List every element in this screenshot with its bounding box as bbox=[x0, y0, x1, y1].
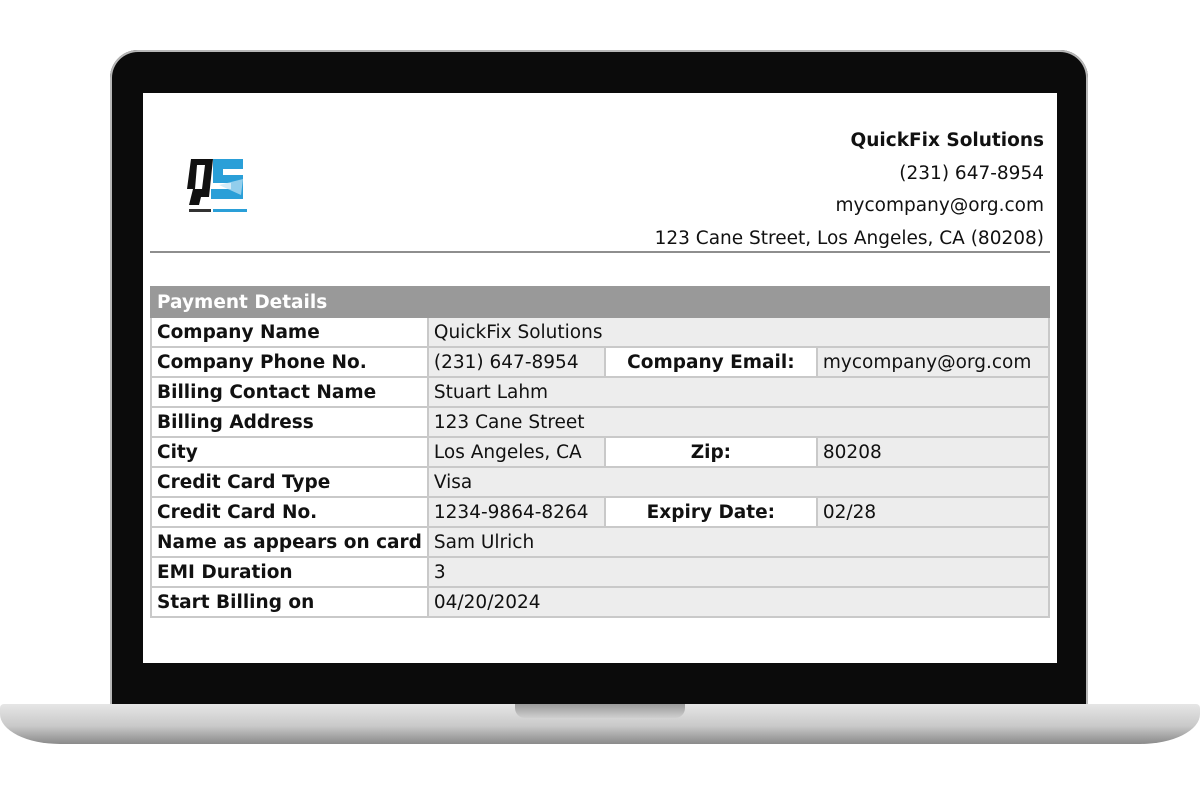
row-label: Billing Contact Name bbox=[150, 376, 429, 408]
row-value: (231) 647-8954 bbox=[426, 346, 606, 378]
row-label: Billing Address bbox=[150, 406, 429, 438]
header-divider bbox=[150, 251, 1050, 253]
row-label: Company Phone No. bbox=[150, 346, 429, 378]
row-value: 3 bbox=[426, 556, 1051, 588]
table-row: Name as appears on card Sam Ulrich bbox=[150, 526, 1051, 558]
company-email: mycompany@org.com bbox=[835, 195, 1044, 216]
row-label: Company Name bbox=[150, 316, 429, 348]
row-label: City bbox=[150, 436, 429, 468]
laptop-screen: QuickFix Solutions (231) 647-8954 mycomp… bbox=[143, 93, 1057, 663]
row-value: 1234-9864-8264 bbox=[426, 496, 606, 528]
row-value: Visa bbox=[426, 466, 1051, 498]
table-title: Payment Details bbox=[150, 286, 1050, 318]
table-header-row: Payment Details bbox=[150, 286, 1050, 318]
laptop-notch bbox=[515, 704, 685, 718]
company-phone: (231) 647-8954 bbox=[899, 162, 1044, 184]
table-row: EMI Duration 3 bbox=[150, 556, 1051, 588]
table-row: Credit Card Type Visa bbox=[150, 466, 1051, 498]
payment-details-table: Payment Details Company Name QuickFix Sol… bbox=[150, 286, 1051, 618]
table-row: Start Billing on 04/20/2024 bbox=[150, 586, 1051, 618]
row-value: Los Angeles, CA bbox=[426, 436, 606, 468]
row-value: 04/20/2024 bbox=[426, 586, 1051, 618]
company-name: QuickFix Solutions bbox=[850, 130, 1044, 151]
row-value: 123 Cane Street bbox=[426, 406, 1051, 438]
table-row: Billing Address 123 Cane Street bbox=[150, 406, 1051, 438]
row-label-secondary: Company Email: bbox=[603, 346, 818, 378]
row-label: EMI Duration bbox=[150, 556, 429, 588]
row-label-secondary: Expiry Date: bbox=[603, 496, 818, 528]
table-row: Company Phone No. (231) 647-8954 Company E… bbox=[150, 346, 1051, 378]
row-label: Start Billing on bbox=[150, 586, 429, 618]
row-value: QuickFix Solutions bbox=[426, 316, 1051, 348]
table-row: City Los Angeles, CA Zip: 80208 bbox=[150, 436, 1051, 468]
table-row: Company Name QuickFix Solutions bbox=[150, 316, 1051, 348]
row-label: Name as appears on card bbox=[150, 526, 429, 558]
row-value-secondary: 80208 bbox=[815, 436, 1051, 468]
row-label: Credit Card No. bbox=[150, 496, 429, 528]
row-value-secondary: mycompany@org.com bbox=[815, 346, 1051, 378]
company-address: 123 Cane Street, Los Angeles, CA (80208) bbox=[654, 227, 1044, 249]
row-value: Stuart Lahm bbox=[426, 376, 1051, 408]
row-value: Sam Ulrich bbox=[426, 526, 1051, 558]
row-label-secondary: Zip: bbox=[603, 436, 818, 468]
row-value-secondary: 02/28 bbox=[815, 496, 1051, 528]
row-label: Credit Card Type bbox=[150, 466, 429, 498]
company-logo bbox=[187, 159, 247, 212]
table-row: Billing Contact Name Stuart Lahm bbox=[150, 376, 1051, 408]
table-row: Credit Card No. 1234-9864-8264 Expiry Date… bbox=[150, 496, 1051, 528]
company-info: QuickFix Solutions (231) 647-8954 mycomp… bbox=[655, 125, 1044, 255]
